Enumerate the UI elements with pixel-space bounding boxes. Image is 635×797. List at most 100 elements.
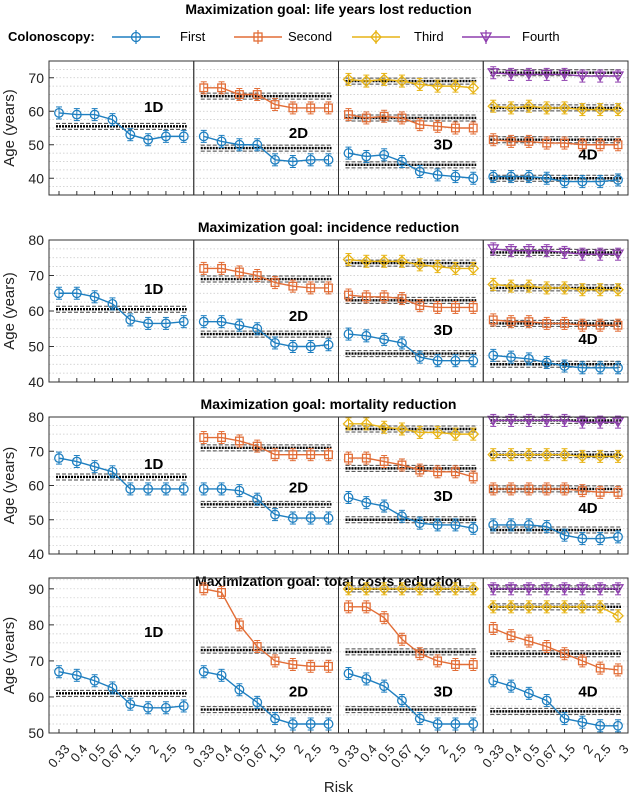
data-point-first (541, 173, 552, 184)
legend: Colonoscopy: First Second Third Fourth (0, 26, 635, 48)
data-point-second (234, 620, 244, 630)
data-point-first (361, 330, 372, 341)
data-point-second (560, 138, 569, 148)
series-line-third (493, 606, 619, 617)
y-axis-label: Age (years) (1, 89, 18, 167)
series-line-second (203, 87, 329, 109)
legend-entry-first: First (110, 26, 260, 48)
panel-label: 4D (578, 147, 597, 164)
data-point-second (415, 465, 425, 475)
data-point-second (324, 661, 333, 671)
data-point-third (487, 448, 500, 461)
data-point-first (270, 338, 280, 348)
data-point-third (558, 101, 571, 114)
data-point-second (468, 472, 478, 482)
data-point-second (506, 317, 516, 327)
data-point-second (306, 450, 316, 460)
series-line-first (58, 671, 184, 709)
data-point-first (287, 341, 298, 352)
data-point-third (558, 600, 571, 613)
x-tick-label: 1.5 (121, 741, 144, 764)
series-line-first (203, 671, 329, 725)
data-point-second (234, 90, 244, 99)
y-tick-label: 50 (28, 512, 44, 528)
data-point-third (540, 600, 553, 613)
panel-1D: 1D (48, 577, 195, 734)
legend-third-line-icon (352, 30, 400, 44)
data-point-first (287, 513, 298, 523)
data-point-third (487, 278, 500, 291)
data-point-fourth (576, 417, 589, 428)
panel-2D: 2D (193, 416, 339, 555)
series-line-second (348, 606, 474, 666)
data-point-first (577, 176, 588, 187)
data-point-first (125, 129, 136, 140)
data-point-first (595, 720, 606, 731)
data-point-third (360, 582, 373, 595)
data-point-second (252, 642, 262, 651)
data-point-second (217, 83, 227, 93)
data-point-first (450, 719, 461, 729)
data-point-first (595, 533, 606, 544)
data-point-third (612, 283, 624, 296)
data-point-first (89, 291, 100, 302)
y-tick-label: 60 (28, 103, 44, 119)
chart-row-3: Maximization goal: mortality reduction 40… (1, 396, 629, 562)
data-point-second (397, 113, 407, 123)
y-tick-label: 40 (28, 170, 44, 186)
data-point-first (143, 702, 154, 713)
panel-label: 4D (578, 500, 597, 517)
data-point-first (216, 316, 227, 327)
data-point-third (396, 255, 408, 268)
data-point-first (216, 483, 227, 494)
x-axis-label: Risk (324, 779, 354, 796)
data-point-third (378, 73, 391, 86)
data-point-first (252, 323, 263, 334)
data-point-first (343, 329, 354, 340)
series-line-first (348, 152, 474, 179)
data-point-first (125, 699, 136, 710)
data-point-second (488, 315, 498, 325)
data-point-first (143, 134, 154, 145)
legend-label-fourth: Fourth (522, 29, 560, 44)
series-line-first (493, 175, 619, 183)
data-point-first (397, 695, 407, 706)
data-point-second (506, 136, 516, 146)
data-point-first (379, 681, 390, 692)
data-point-first (450, 171, 461, 182)
data-point-third (594, 283, 607, 296)
series-line-third (493, 453, 618, 458)
panel-label: 4D (578, 684, 597, 701)
y-tick-label: 70 (28, 70, 44, 86)
data-point-first (343, 668, 354, 679)
data-point-first (198, 483, 209, 494)
data-point-third (360, 75, 373, 88)
data-point-second (361, 113, 371, 123)
data-point-third (594, 600, 607, 613)
data-point-first (270, 509, 280, 520)
data-point-first (71, 670, 82, 681)
panel-3D: 3D (338, 239, 484, 383)
panel-frame (48, 577, 195, 734)
data-point-second (397, 460, 407, 470)
data-point-first (305, 154, 316, 165)
data-point-fourth (487, 415, 500, 427)
data-point-first (216, 670, 227, 681)
data-point-second (577, 320, 587, 330)
data-point-third (360, 417, 373, 430)
data-point-second (577, 486, 587, 496)
data-point-second (433, 302, 443, 312)
series-line-first (348, 672, 474, 725)
data-point-third (396, 75, 408, 88)
data-point-third (522, 280, 535, 293)
data-point-third (360, 255, 373, 268)
data-point-fourth (540, 245, 553, 257)
data-point-first (613, 720, 623, 731)
data-point-first (468, 523, 479, 534)
data-point-fourth (611, 249, 625, 260)
data-point-second (542, 138, 552, 148)
data-point-third (594, 103, 607, 116)
data-point-first (488, 350, 499, 361)
series-line-second (348, 457, 474, 478)
data-point-second (433, 121, 443, 131)
